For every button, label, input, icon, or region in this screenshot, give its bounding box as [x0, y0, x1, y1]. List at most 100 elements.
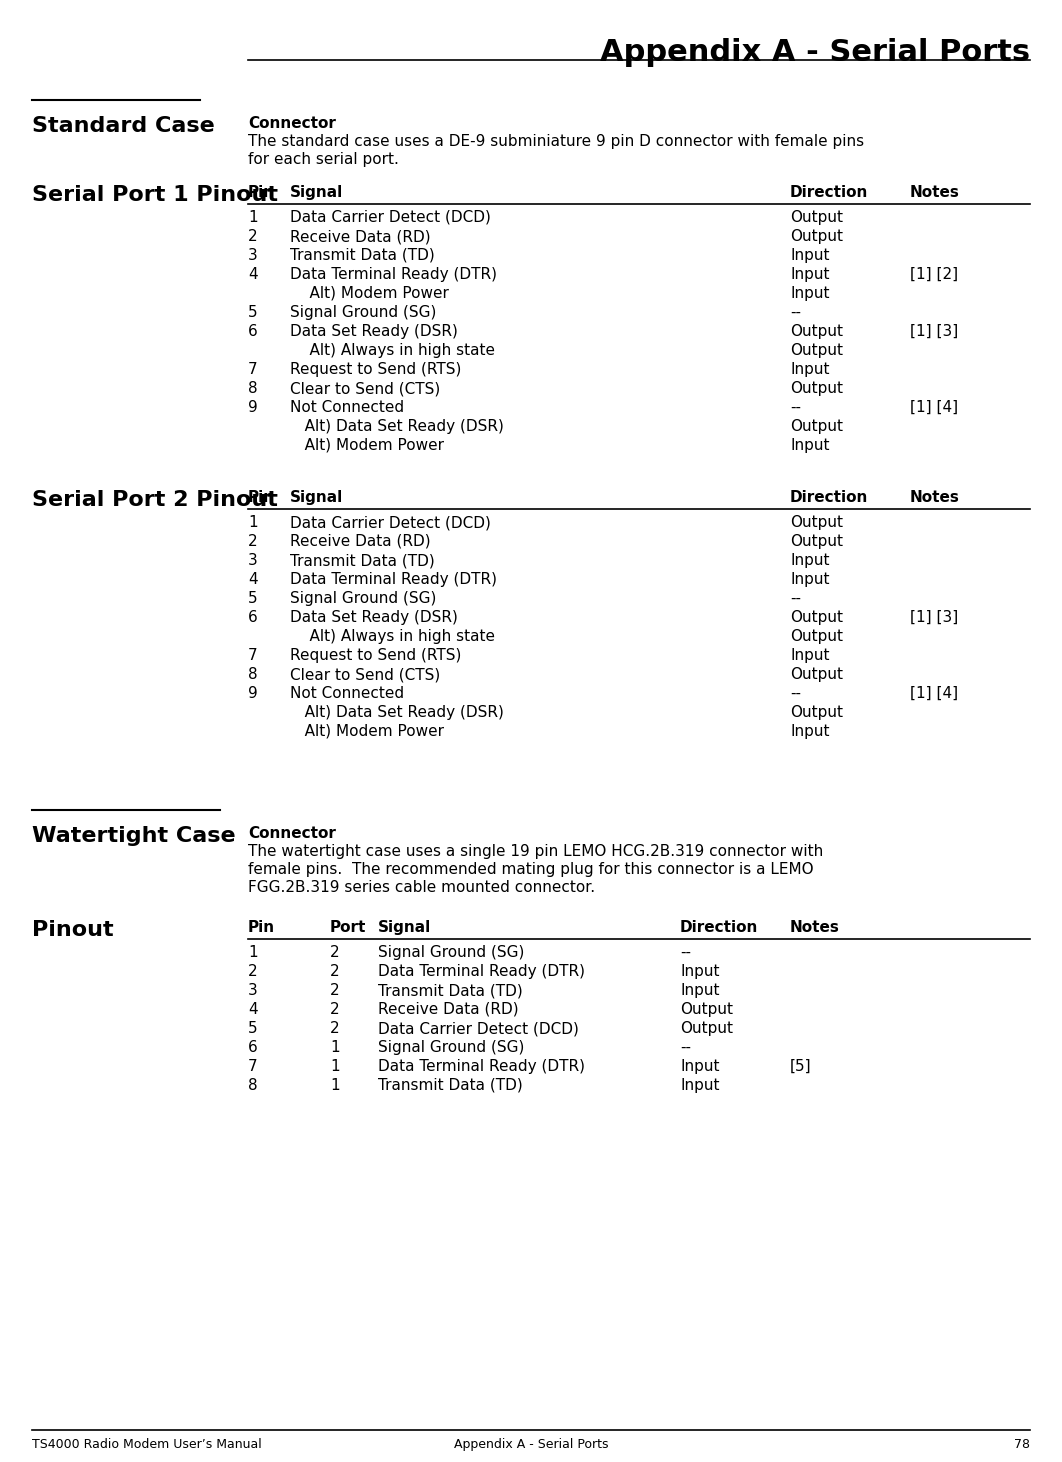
Text: Data Carrier Detect (DCD): Data Carrier Detect (DCD): [290, 515, 491, 531]
Text: 9: 9: [249, 686, 258, 700]
Text: Alt) Always in high state: Alt) Always in high state: [290, 344, 495, 358]
Text: 3: 3: [249, 982, 258, 999]
Text: 1: 1: [249, 944, 258, 961]
Text: Pinout: Pinout: [32, 920, 114, 940]
Text: Direction: Direction: [680, 920, 758, 936]
Text: Input: Input: [790, 724, 829, 738]
Text: Signal: Signal: [378, 920, 431, 936]
Text: Port: Port: [330, 920, 366, 936]
Text: 6: 6: [249, 610, 258, 624]
Text: Connector: Connector: [249, 115, 336, 132]
Text: Data Terminal Ready (DTR): Data Terminal Ready (DTR): [378, 963, 585, 980]
Text: Not Connected: Not Connected: [290, 686, 405, 700]
Text: Output: Output: [790, 534, 843, 550]
Text: Signal: Signal: [290, 490, 343, 504]
Text: [1] [3]: [1] [3]: [910, 325, 958, 339]
Text: 7: 7: [249, 1058, 258, 1075]
Text: Pin: Pin: [249, 490, 275, 504]
Text: Appendix A - Serial Ports: Appendix A - Serial Ports: [600, 38, 1030, 67]
Text: Input: Input: [790, 287, 829, 301]
Text: Output: Output: [790, 211, 843, 225]
Text: Data Set Ready (DSR): Data Set Ready (DSR): [290, 610, 458, 624]
Text: Input: Input: [790, 268, 829, 282]
Text: 78: 78: [1014, 1439, 1030, 1450]
Text: Receive Data (RD): Receive Data (RD): [290, 534, 430, 550]
Text: 8: 8: [249, 667, 258, 681]
Text: [1] [4]: [1] [4]: [910, 401, 958, 415]
Text: Request to Send (RTS): Request to Send (RTS): [290, 363, 461, 377]
Text: 1: 1: [249, 211, 258, 225]
Text: Transmit Data (TD): Transmit Data (TD): [378, 1077, 523, 1094]
Text: Input: Input: [790, 363, 829, 377]
Text: Standard Case: Standard Case: [32, 115, 215, 136]
Text: Alt) Data Set Ready (DSR): Alt) Data Set Ready (DSR): [290, 705, 503, 719]
Text: The standard case uses a DE-9 subminiature 9 pin D connector with female pins: The standard case uses a DE-9 subminiatu…: [249, 135, 864, 149]
Text: 8: 8: [249, 382, 258, 396]
Text: Output: Output: [790, 667, 843, 681]
Text: 5: 5: [249, 1020, 258, 1037]
Text: Input: Input: [790, 553, 829, 569]
Text: --: --: [790, 401, 801, 415]
Text: Alt) Modem Power: Alt) Modem Power: [290, 287, 449, 301]
Text: 6: 6: [249, 325, 258, 339]
Text: 4: 4: [249, 1001, 258, 1018]
Text: Alt) Data Set Ready (DSR): Alt) Data Set Ready (DSR): [290, 420, 503, 434]
Text: Clear to Send (CTS): Clear to Send (CTS): [290, 382, 441, 396]
Text: Output: Output: [790, 382, 843, 396]
Text: Data Set Ready (DSR): Data Set Ready (DSR): [290, 325, 458, 339]
Text: 2: 2: [330, 1020, 340, 1037]
Text: 1: 1: [249, 515, 258, 531]
Text: Output: Output: [790, 629, 843, 643]
Text: Pin: Pin: [249, 920, 275, 936]
Text: Serial Port 1 Pinout: Serial Port 1 Pinout: [32, 186, 278, 205]
Text: Input: Input: [680, 982, 719, 999]
Text: Input: Input: [790, 648, 829, 662]
Text: Output: Output: [790, 705, 843, 719]
Text: [1] [2]: [1] [2]: [910, 268, 958, 282]
Text: Notes: Notes: [790, 920, 840, 936]
Text: female pins.  The recommended mating plug for this connector is a LEMO: female pins. The recommended mating plug…: [249, 863, 813, 877]
Text: --: --: [790, 306, 801, 320]
Text: Signal Ground (SG): Signal Ground (SG): [290, 306, 436, 320]
Text: Alt) Always in high state: Alt) Always in high state: [290, 629, 495, 643]
Text: Input: Input: [680, 1077, 719, 1094]
Text: Receive Data (RD): Receive Data (RD): [290, 230, 430, 244]
Text: Output: Output: [680, 1020, 733, 1037]
Text: Data Terminal Ready (DTR): Data Terminal Ready (DTR): [378, 1058, 585, 1075]
Text: Input: Input: [680, 1058, 719, 1075]
Text: The watertight case uses a single 19 pin LEMO HCG.2B.319 connector with: The watertight case uses a single 19 pin…: [249, 844, 823, 860]
Text: Data Carrier Detect (DCD): Data Carrier Detect (DCD): [290, 211, 491, 225]
Text: TS4000 Radio Modem User’s Manual: TS4000 Radio Modem User’s Manual: [32, 1439, 261, 1450]
Text: Connector: Connector: [249, 826, 336, 841]
Text: 1: 1: [330, 1058, 340, 1075]
Text: Notes: Notes: [910, 186, 960, 200]
Text: Output: Output: [790, 610, 843, 624]
Text: 2: 2: [249, 534, 258, 550]
Text: Input: Input: [790, 439, 829, 453]
Text: Transmit Data (TD): Transmit Data (TD): [378, 982, 523, 999]
Text: Output: Output: [680, 1001, 733, 1018]
Text: 3: 3: [249, 553, 258, 569]
Text: Clear to Send (CTS): Clear to Send (CTS): [290, 667, 441, 681]
Text: 2: 2: [249, 963, 258, 980]
Text: Output: Output: [790, 325, 843, 339]
Text: 4: 4: [249, 268, 258, 282]
Text: Signal Ground (SG): Signal Ground (SG): [290, 591, 436, 607]
Text: FGG.2B.319 series cable mounted connector.: FGG.2B.319 series cable mounted connecto…: [249, 880, 595, 895]
Text: Signal Ground (SG): Signal Ground (SG): [378, 1039, 525, 1056]
Text: Input: Input: [790, 572, 829, 588]
Text: Output: Output: [790, 420, 843, 434]
Text: 5: 5: [249, 306, 258, 320]
Text: Signal: Signal: [290, 186, 343, 200]
Text: Output: Output: [790, 230, 843, 244]
Text: 2: 2: [330, 982, 340, 999]
Text: 3: 3: [249, 249, 258, 263]
Text: 2: 2: [330, 963, 340, 980]
Text: Direction: Direction: [790, 186, 869, 200]
Text: [1] [4]: [1] [4]: [910, 686, 958, 700]
Text: Watertight Case: Watertight Case: [32, 826, 236, 846]
Text: --: --: [680, 1039, 691, 1056]
Text: 1: 1: [330, 1077, 340, 1094]
Text: 2: 2: [330, 1001, 340, 1018]
Text: Transmit Data (TD): Transmit Data (TD): [290, 249, 434, 263]
